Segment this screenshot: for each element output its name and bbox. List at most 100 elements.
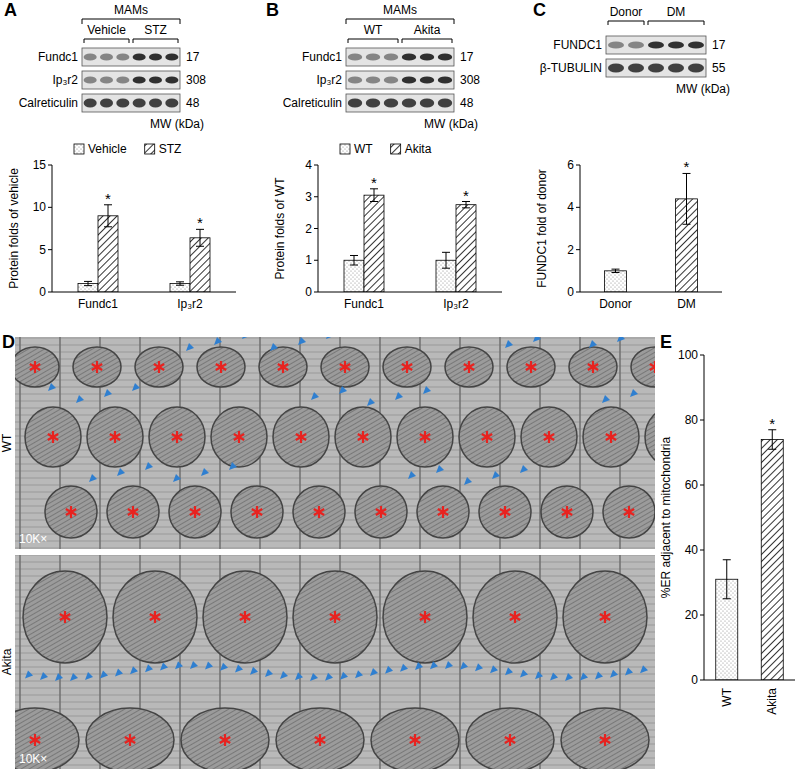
er-marker	[310, 673, 318, 681]
er-marker	[625, 667, 633, 675]
plot-area	[605, 173, 698, 292]
blot-strip	[346, 94, 454, 112]
band	[84, 76, 97, 83]
error-bar	[768, 430, 776, 450]
bracket	[348, 39, 398, 43]
mitochondrion	[87, 407, 143, 467]
band	[648, 41, 664, 48]
er-marker	[130, 666, 138, 674]
blot-header: MAMs	[383, 3, 417, 17]
mito-marker	[600, 734, 610, 746]
mito-marker	[606, 431, 616, 443]
error-bar	[442, 252, 450, 268]
mitochondrion	[603, 486, 655, 538]
er-marker	[436, 465, 444, 473]
error-bar	[612, 269, 620, 272]
mito-marker	[172, 431, 182, 443]
er-marker	[400, 664, 408, 672]
micrograph-label: Akita	[0, 648, 14, 675]
er-marker	[201, 468, 209, 476]
bracket	[133, 39, 178, 43]
er-marker	[370, 668, 378, 676]
mw-unit: MW (kDa)	[424, 117, 478, 131]
blot-strip	[82, 71, 180, 89]
mitochondrion	[231, 486, 283, 538]
mito-marker	[315, 734, 325, 746]
mito-marker	[154, 361, 164, 373]
plot-area	[716, 430, 784, 680]
x-tick-label: Ip₃r2	[443, 297, 469, 311]
y-axis-label: %ER adjacent to mitochondria	[659, 436, 673, 598]
er-marker	[270, 343, 278, 351]
significance: *	[684, 158, 690, 175]
error-bar	[196, 229, 204, 246]
x-tick-label: Donor	[599, 297, 632, 311]
chart: *0246DonorDMFUNDC1 fold of donor	[535, 158, 722, 311]
mitochondrion	[321, 347, 369, 387]
er-marker	[355, 670, 363, 678]
y-tick-label: 2	[305, 222, 312, 236]
bracket	[608, 21, 644, 25]
er-marker	[385, 666, 393, 674]
panel-letter: C	[533, 0, 546, 20]
er-marker	[520, 465, 528, 473]
er-marker	[48, 383, 56, 391]
magnification: 10K×	[19, 752, 47, 766]
er-marker	[580, 673, 588, 681]
x-axis	[52, 292, 236, 293]
band	[648, 64, 664, 73]
er-marker	[408, 471, 416, 479]
mito-marker	[110, 431, 120, 443]
band	[608, 64, 624, 73]
band	[149, 53, 162, 60]
panel-letter: A	[4, 0, 17, 20]
band	[116, 53, 129, 60]
y-tick	[314, 196, 318, 197]
blot-row-label: Ip₃r2	[316, 73, 342, 87]
er-marker	[550, 673, 558, 681]
mitochondrion	[541, 486, 593, 538]
blot-strip	[606, 36, 706, 54]
y-tick-label: 15	[33, 158, 47, 172]
mitochondrion	[479, 486, 531, 538]
legend-swatch	[340, 144, 350, 154]
blot-row-label: Calreticulin	[283, 96, 342, 110]
band	[84, 99, 97, 108]
mito-marker	[650, 361, 655, 373]
mito-marker	[358, 431, 368, 443]
bar	[605, 271, 627, 292]
error-bar	[723, 560, 731, 599]
band	[688, 64, 704, 73]
er-marker	[367, 398, 375, 406]
er-marker	[505, 667, 513, 675]
er-marker	[117, 468, 125, 476]
y-axis	[704, 355, 705, 680]
er-marker	[464, 477, 472, 485]
mito-marker	[420, 431, 430, 443]
figure: ABCDEMAMsVehicleSTZFundc117Ip₃r2308Calre…	[0, 0, 800, 772]
micrograph-bg	[15, 337, 655, 549]
mw: 17	[712, 38, 726, 52]
blot: MAMsWTAkitaFundc117Ip₃r2308Calreticulin4…	[283, 3, 481, 131]
mitochondrion	[197, 347, 245, 387]
band	[149, 76, 162, 83]
y-tick-label: 80	[685, 413, 699, 427]
er-marker	[145, 664, 153, 672]
mitochondrion	[259, 347, 307, 387]
er-marker	[535, 671, 543, 679]
blot-row-label: FUNDC1	[553, 38, 602, 52]
mitochondrion	[563, 571, 647, 663]
band	[668, 64, 684, 73]
y-tick	[314, 292, 318, 293]
band	[100, 76, 113, 83]
mitochondrion	[355, 486, 407, 538]
y-tick	[700, 550, 704, 551]
x-tick-label: Fundc1	[344, 297, 384, 311]
y-tick	[314, 228, 318, 229]
x-axis	[318, 292, 502, 293]
y-axis	[580, 165, 581, 292]
er-marker	[76, 395, 84, 403]
y-tick-label: 1	[305, 253, 312, 267]
x-tick-label: Ip₃r2	[177, 297, 203, 311]
er-marker	[250, 667, 258, 675]
